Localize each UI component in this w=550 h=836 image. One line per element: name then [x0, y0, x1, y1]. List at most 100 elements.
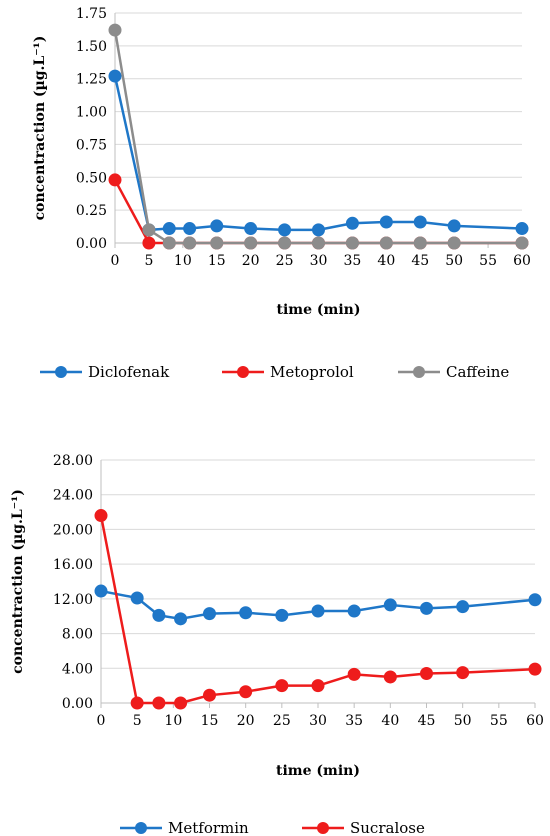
y-tick-label: 1.75	[76, 6, 107, 22]
legend: Metformin Sucralose	[120, 819, 425, 836]
data-point	[420, 601, 433, 615]
chart-bottom: 0.00 4.00 8.00 12.00 16.00 20.00 24.00 28.00 0 5 1…	[10, 453, 544, 836]
data-point	[311, 604, 325, 618]
series-caffeine	[108, 23, 529, 250]
data-point	[312, 236, 325, 250]
y-tick-label: 1.00	[76, 105, 107, 121]
data-point	[413, 215, 427, 229]
legend-swatch-marker	[413, 366, 425, 378]
y-tick-label: 0.25	[76, 203, 107, 219]
x-tick-label: 55	[479, 253, 497, 269]
legend-swatch-marker	[317, 822, 329, 834]
legend-entry: Sucralose	[350, 819, 425, 836]
data-point	[528, 662, 542, 676]
x-tick-label: 5	[144, 253, 153, 269]
chart-top: 0.00 0.25 0.50 0.75 1.00 1.25 1.50 1.75 0 5 10 15 20…	[32, 6, 531, 381]
series-line	[113, 29, 522, 245]
data-point	[162, 222, 176, 236]
data-point	[183, 236, 197, 250]
data-point	[152, 696, 166, 710]
y-tick-label: 24.00	[53, 488, 93, 504]
data-point	[142, 236, 156, 250]
x-tick-label: 20	[242, 253, 260, 269]
y-tick-label: 20.00	[53, 522, 93, 538]
data-point	[162, 236, 176, 250]
legend-swatch-marker	[55, 366, 67, 378]
legend-swatch-marker	[237, 366, 249, 378]
y-tick-label: 1.50	[76, 39, 107, 55]
x-tick-label: 50	[454, 713, 472, 729]
y-tick-label: 4.00	[62, 661, 93, 677]
x-tick-label: 35	[344, 253, 362, 269]
y-tick-label: 12.00	[53, 592, 93, 608]
x-tick-label: 60	[513, 253, 531, 269]
data-point	[383, 598, 397, 612]
gridlines	[101, 459, 535, 669]
data-point	[108, 69, 122, 83]
data-point	[528, 593, 542, 607]
data-point	[275, 608, 289, 622]
data-point	[130, 696, 144, 710]
x-tick-label: 25	[276, 253, 294, 269]
data-point	[345, 216, 359, 230]
data-point	[379, 215, 393, 229]
data-point	[244, 236, 258, 250]
y-tick-label: 1.25	[76, 72, 107, 88]
data-point	[456, 666, 470, 680]
data-point	[312, 223, 325, 237]
series-metformin	[94, 584, 542, 626]
data-point	[311, 679, 325, 693]
data-point	[347, 604, 361, 618]
x-tick-label: 60	[526, 713, 544, 729]
legend-swatch-marker	[135, 822, 147, 834]
x-axis-label: time (min)	[277, 302, 361, 318]
data-point	[383, 670, 397, 684]
data-point	[275, 679, 289, 693]
data-point	[413, 236, 427, 250]
x-tick-label: 0	[97, 713, 106, 729]
x-tick-label: 20	[237, 713, 255, 729]
data-point	[174, 696, 188, 710]
data-point	[94, 584, 108, 598]
data-point	[203, 688, 216, 702]
data-point	[183, 222, 197, 236]
y-tick-label: 0.50	[76, 170, 107, 186]
y-tick-label: 0.00	[76, 236, 107, 252]
x-tick-label: 5	[133, 713, 142, 729]
x-tick-label: 40	[377, 253, 395, 269]
x-tick-label: 30	[310, 253, 328, 269]
data-point	[210, 236, 224, 250]
data-point	[239, 606, 253, 620]
data-point	[152, 608, 166, 622]
data-point	[515, 236, 529, 250]
data-point	[379, 236, 393, 250]
legend: Diclofenak Metoprolol Caffeine	[40, 363, 509, 381]
legend-entry: Metformin	[168, 819, 249, 836]
data-point	[447, 219, 461, 233]
series-line	[113, 75, 523, 232]
y-tick-label: 8.00	[62, 627, 93, 643]
data-point	[108, 173, 122, 187]
x-axis-label: time (min)	[276, 763, 360, 779]
x-tick-label: 15	[201, 713, 219, 729]
data-point	[456, 600, 470, 614]
data-point	[278, 236, 292, 250]
data-point	[345, 236, 359, 250]
data-point	[203, 607, 216, 621]
legend-entry: Caffeine	[446, 363, 509, 381]
data-point	[239, 685, 253, 699]
x-tick-label: 55	[490, 713, 508, 729]
x-tick-label: 15	[208, 253, 226, 269]
data-point	[142, 223, 156, 237]
y-axis-label: concentraction (µg.L⁻¹)	[32, 36, 48, 221]
x-tick-label: 40	[381, 713, 399, 729]
series-sucralose	[94, 509, 542, 710]
x-tick-label: 10	[174, 253, 192, 269]
y-tick-label: 0.00	[62, 696, 93, 712]
y-tick-label: 28.00	[53, 453, 93, 469]
data-point	[174, 612, 188, 626]
x-tick-label: 0	[111, 253, 120, 269]
x-tick-label: 45	[411, 253, 429, 269]
series-diclofenak	[108, 69, 529, 237]
